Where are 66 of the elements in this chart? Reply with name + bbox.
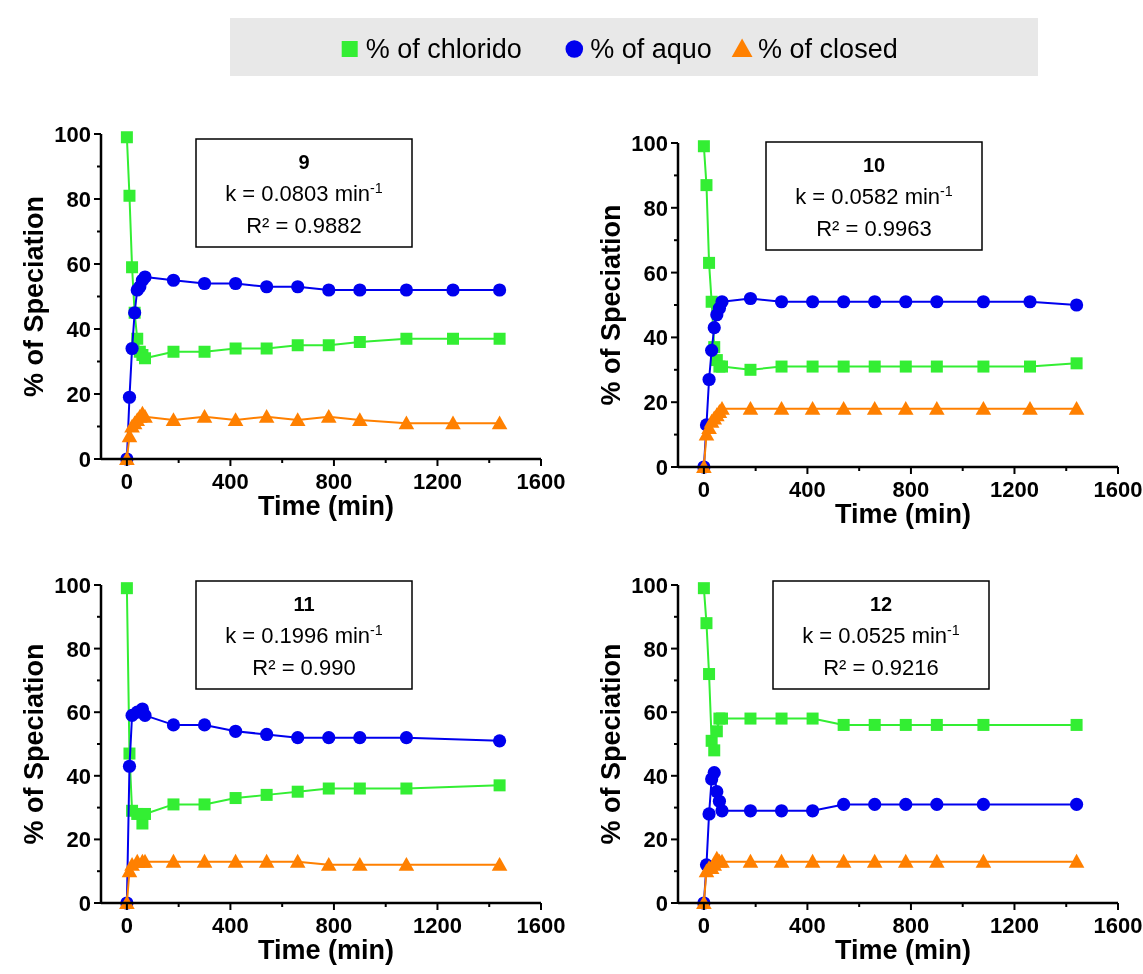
legend-label: % of chlorido <box>365 34 522 64</box>
y-tick-label: 40 <box>643 325 668 351</box>
x-tick-label: 1200 <box>989 913 1039 938</box>
y-tick-label: 80 <box>643 195 668 221</box>
y-axis-title: % of Speciation <box>19 643 49 845</box>
annotation: 11 <box>293 593 315 615</box>
y-axis-title: % of Speciation <box>596 643 626 845</box>
x-tick-label: 800 <box>315 913 353 938</box>
annotation: R² = 0.9882 <box>246 213 362 238</box>
x-axis-title: Time (min) <box>834 499 972 529</box>
x-tick-label: 0 <box>697 913 711 938</box>
y-tick-label: 0 <box>78 891 91 916</box>
x-tick-label: 400 <box>212 913 249 938</box>
y-tick-label: 0 <box>78 447 91 472</box>
annotation: k = 0.0803 min$^{-1}$ <box>225 180 383 206</box>
y-axis-title: % of Speciation <box>596 204 626 406</box>
y-tick-label: 60 <box>643 260 668 286</box>
x-axis-title: Time (min) <box>257 491 395 521</box>
y-tick-label: 100 <box>631 573 668 598</box>
y-tick-label: 40 <box>66 763 91 789</box>
annotation: 9 <box>298 151 310 173</box>
x-tick-label: 1600 <box>1093 477 1143 502</box>
y-tick-label: 60 <box>66 252 91 277</box>
y-tick-label: 20 <box>66 382 91 407</box>
x-tick-label: 800 <box>892 913 930 938</box>
legend-label: % of closed <box>758 34 898 64</box>
x-axis-title: Time (min) <box>834 935 972 965</box>
y-tick-label: 80 <box>643 636 668 662</box>
x-tick-label: 1200 <box>412 469 462 494</box>
annotation: k = 0.1996 min$^{-1}$ <box>225 622 383 648</box>
y-tick-label: 20 <box>66 827 91 853</box>
y-tick-label: 100 <box>54 573 91 598</box>
annotation: k = 0.0525 min$^{-1}$ <box>802 622 960 648</box>
y-tick-label: 20 <box>643 390 668 416</box>
y-tick-label: 40 <box>66 317 91 342</box>
x-axis-title: Time (min) <box>257 935 395 965</box>
annotation: R² = 0.990 <box>252 655 356 680</box>
x-tick-label: 1600 <box>516 913 566 938</box>
annotation: 12 <box>869 593 893 615</box>
x-tick-label: 1600 <box>1093 913 1143 938</box>
y-axis-title: % of Speciation <box>19 195 49 398</box>
legend-label: % of aquo <box>590 34 712 64</box>
x-tick-label: 400 <box>212 469 249 494</box>
x-tick-label: 400 <box>789 913 826 938</box>
y-tick-label: 80 <box>66 187 91 212</box>
x-tick-label: 0 <box>120 469 134 494</box>
x-tick-label: 400 <box>789 477 826 502</box>
x-tick-label: 800 <box>892 477 930 502</box>
annotation: R² = 0.9216 <box>823 655 939 680</box>
x-tick-label: 1200 <box>412 913 462 938</box>
y-tick-label: 60 <box>66 700 91 726</box>
annotation: 10 <box>862 154 886 176</box>
y-tick-label: 100 <box>631 131 668 156</box>
annotation: R² = 0.9963 <box>816 216 932 241</box>
y-tick-label: 80 <box>66 636 91 662</box>
x-tick-label: 0 <box>697 477 711 502</box>
x-tick-label: 0 <box>120 913 134 938</box>
annotation: k = 0.0582 min$^{-1}$ <box>795 183 953 209</box>
x-tick-label: 1200 <box>989 477 1039 502</box>
x-tick-label: 800 <box>315 469 353 494</box>
y-tick-label: 60 <box>643 700 668 726</box>
x-tick-label: 1600 <box>516 469 566 494</box>
y-tick-label: 20 <box>643 827 668 853</box>
y-tick-label: 0 <box>655 891 668 916</box>
y-tick-label: 100 <box>54 122 91 147</box>
y-tick-label: 40 <box>643 763 668 789</box>
